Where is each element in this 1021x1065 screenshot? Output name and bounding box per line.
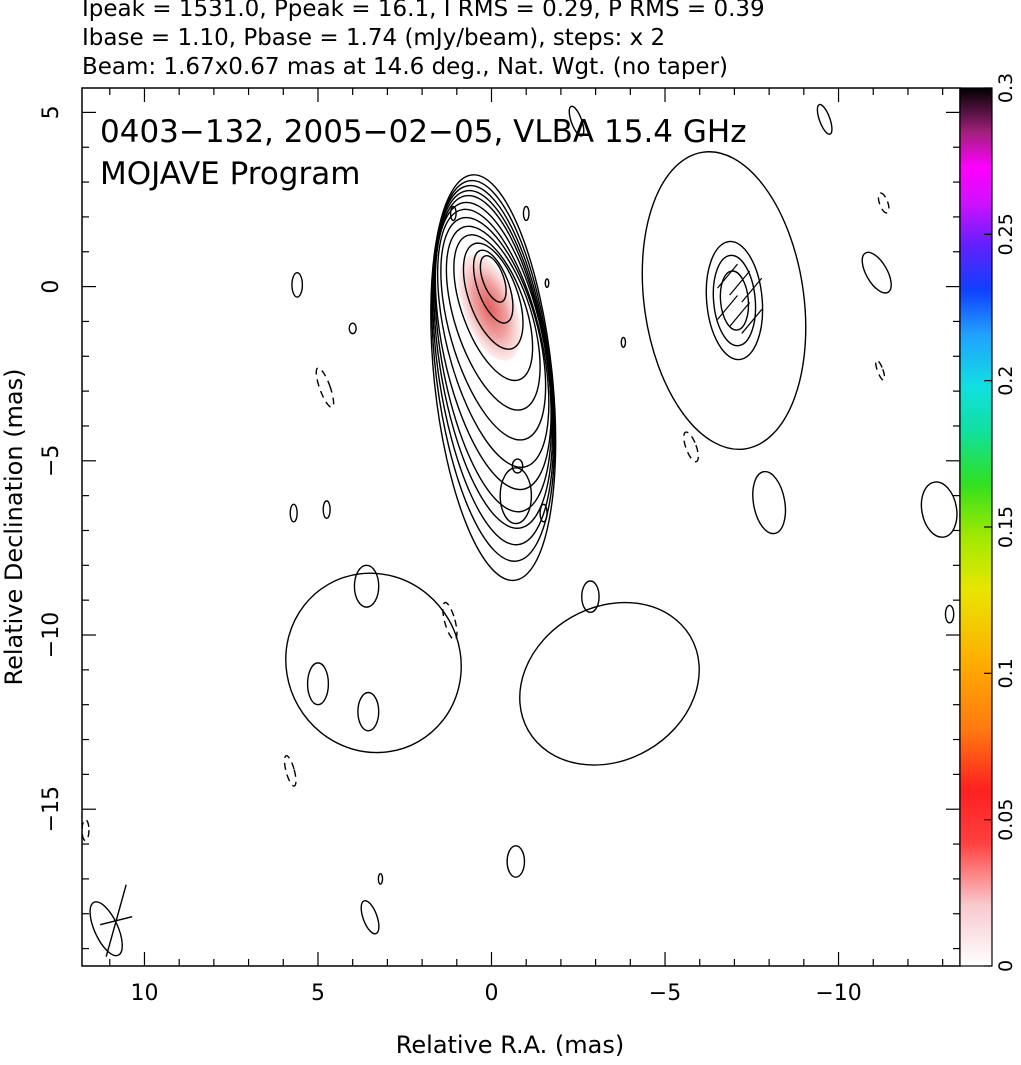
small-contour — [944, 604, 955, 624]
east-component-contour — [641, 151, 807, 451]
x-tick-label: −10 — [815, 981, 861, 1006]
polarization-vector — [741, 277, 763, 303]
colorbar-tick-label: 0 — [995, 960, 1017, 972]
colorbar-tick-label: 0.25 — [995, 213, 1017, 255]
y-tick-label: 5 — [39, 105, 64, 119]
small-contour — [289, 503, 298, 523]
small-contour — [506, 845, 526, 878]
y-tick-label: −15 — [39, 786, 64, 832]
small-contour — [348, 322, 357, 335]
negative-contour — [877, 192, 890, 214]
small-contour — [539, 503, 548, 523]
core-contour — [430, 174, 557, 582]
polarization-vector — [717, 295, 738, 320]
negative-contour — [315, 367, 335, 409]
beam-ellipse — [89, 901, 123, 957]
polarization-vector — [717, 263, 738, 289]
core-contour — [432, 184, 555, 546]
small-contour — [920, 481, 958, 538]
header-line-1: Ipeak = 1531.0, Ppeak = 16.1, I RMS = 0.… — [82, 0, 765, 22]
small-contour — [752, 470, 787, 535]
core-contour — [479, 255, 507, 303]
jet-blob-contour — [285, 572, 462, 754]
header-line-3: Beam: 1.67x0.67 mas at 14.6 deg., Nat. W… — [82, 54, 728, 80]
small-contour — [816, 103, 833, 135]
y-tick-label: 0 — [39, 280, 64, 294]
jet-blob-contour — [357, 691, 380, 732]
x-tick-label: 5 — [311, 981, 325, 1006]
core-contour — [462, 242, 524, 350]
negative-contour — [82, 818, 90, 842]
small-contour — [377, 872, 384, 885]
polarization-vector — [741, 309, 763, 334]
x-tick-label: 0 — [485, 981, 499, 1006]
x-axis-label: Relative R.A. (mas) — [396, 1031, 624, 1059]
polarization-vector — [729, 302, 751, 327]
contour-layer — [82, 103, 958, 957]
small-contour — [360, 899, 380, 935]
small-contour — [449, 205, 457, 222]
y-axis-label: Relative Declination (mas) — [0, 368, 28, 685]
small-contour — [568, 105, 585, 137]
jet-blob-contour — [353, 564, 380, 608]
program-annotation: MOJAVE Program — [100, 156, 360, 192]
colorbar-tick-label: 0.15 — [995, 506, 1017, 548]
colorbar-ticks: 0 0.05 0.1 0.15 0.2 0.25 0.3 — [984, 73, 1017, 972]
small-contour — [291, 271, 304, 298]
negative-contour — [283, 755, 297, 787]
y-tick-label: −5 — [39, 445, 64, 477]
colorbar-tick-label: 0.05 — [995, 799, 1017, 841]
east-component-contour — [712, 254, 757, 347]
colorbar-tick-label: 0.3 — [995, 73, 1017, 103]
small-contour — [499, 467, 533, 525]
header-line-2: Ibase = 1.10, Pbase = 1.74 (mJy/beam), s… — [82, 25, 665, 51]
core-contour — [431, 179, 556, 562]
small-contour — [861, 251, 892, 294]
core-contour — [440, 216, 547, 441]
small-contour — [544, 278, 550, 288]
negative-contour — [683, 431, 700, 463]
plot-frame — [81, 87, 961, 967]
small-contour — [322, 500, 331, 519]
beam-minor-axis — [100, 916, 133, 926]
east-component-contour — [719, 270, 750, 331]
core-contour — [433, 189, 554, 529]
colorbar-tick-label: 0.2 — [995, 366, 1017, 396]
jet-blob-contour — [519, 601, 700, 766]
core-contour — [453, 234, 534, 382]
negative-contour — [442, 601, 458, 641]
east-component-contour — [705, 240, 764, 361]
polarization-vector — [729, 270, 751, 296]
core-contour — [472, 249, 514, 324]
core-contour — [434, 194, 553, 513]
small-contour — [522, 205, 530, 222]
core-contour — [436, 208, 550, 468]
jet-blob-contour — [306, 662, 330, 706]
x-tick-label: −5 — [649, 981, 681, 1006]
small-contour — [620, 336, 627, 348]
source-annotation: 0403−132, 2005−02−05, VLBA 15.4 GHz — [100, 114, 746, 150]
core-contour — [445, 225, 541, 411]
x-tick-label: 10 — [130, 981, 158, 1006]
y-tick-label: −10 — [39, 612, 64, 658]
small-contour — [511, 458, 524, 474]
small-contour — [581, 580, 600, 614]
colorbar-tick-label: 0.1 — [995, 658, 1017, 688]
negative-contour — [875, 359, 886, 381]
axis-ticks: 10 5 0 −5 −10 5 0 −5 −10 −15 — [39, 88, 960, 1006]
